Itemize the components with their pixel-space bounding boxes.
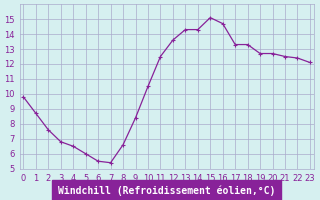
X-axis label: Windchill (Refroidissement éolien,°C): Windchill (Refroidissement éolien,°C) (58, 185, 275, 196)
